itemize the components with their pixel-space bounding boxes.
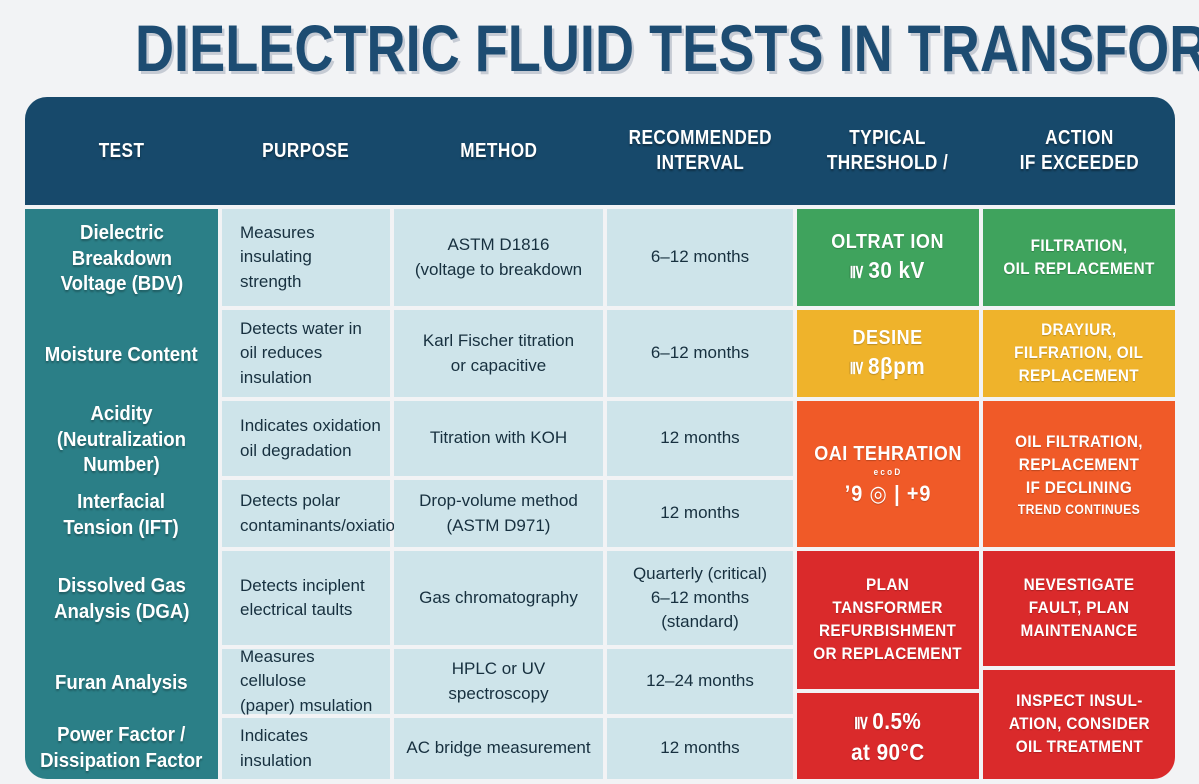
- method-cell: HPLC or UV spectroscopy: [394, 649, 603, 714]
- test-name-cell: Dissolved Gas Analysis (DGA): [53, 575, 190, 623]
- method-cell: AC bridge measurement: [394, 718, 603, 779]
- col-header-interval: RECOMMENDED INTERVAL: [628, 127, 772, 174]
- page-title-text: DIELECTRIC FLUID TESTS IN TRANSFORMERS: [134, 11, 1199, 85]
- threshold-red-group: PLAN TANSFORMER REFURBISHMENT OR REPLACE…: [797, 551, 979, 779]
- threshold-tiny-glyphs: ecoD: [873, 466, 903, 477]
- purpose-cell: Measures insulating strength: [222, 209, 390, 306]
- test-name-cell: Moisture Content: [45, 343, 198, 366]
- interval-cell: 12 months: [607, 401, 793, 476]
- action-cell-bdv: FILTRATION, OIL REPLACEMENT: [983, 209, 1175, 306]
- threshold-cell-bdv: OLTRAT ION ≧30 kV: [797, 209, 979, 306]
- method-cell: ASTM D1816 (voltage to breakdown: [394, 209, 603, 306]
- action-cell-dga: NEVESTIGATE FAULT, PLAN MAINTENANCE: [983, 551, 1175, 666]
- test-name-cell: Furan Analysis: [55, 671, 188, 694]
- action-red-group: NEVESTIGATE FAULT, PLAN MAINTENANCE INSP…: [983, 551, 1175, 779]
- interval-cell: Quarterly (critical) 6–12 months (standa…: [607, 551, 793, 645]
- method-cell: Karl Fischer titration or capacitive: [394, 310, 603, 397]
- interval-cell: 12 months: [607, 718, 793, 779]
- interval-cell: 12–24 months: [607, 649, 793, 714]
- interval-cell: 6–12 months: [607, 209, 793, 306]
- method-cell: Gas chromatography: [394, 551, 603, 645]
- threshold-cell-power-factor: ≧0.5% at 90°C: [797, 693, 979, 779]
- threshold-cell-moisture: DESINE ≧8βpm: [797, 310, 979, 397]
- col-header-test: TEST: [98, 139, 145, 162]
- test-name-column: Dielectric Breakdown Voltage (BDV) Moist…: [25, 209, 218, 779]
- gte-rotated-symbol: ≧: [848, 263, 869, 281]
- action-cell-power-factor: INSPECT INSUL- ATION, CONSIDER OIL TREAT…: [983, 670, 1175, 779]
- action-cell-acidity-ift: OIL FILTRATION, REPLACEMENT IF DECLINING…: [983, 401, 1175, 547]
- col-header-action: ACTION IF EXCEEDED: [1019, 127, 1139, 174]
- method-cell: Titration with KOH: [394, 401, 603, 476]
- interval-cell: 12 months: [607, 480, 793, 547]
- purpose-cell: Detects polar contaminants/oxiation: [222, 480, 404, 547]
- table-header-bar: TEST PURPOSE METHOD RECOMMENDED INTERVAL…: [25, 97, 1175, 205]
- threshold-glyph-line: ’9 ◎ | +9: [844, 480, 932, 506]
- purpose-cell: Indicates oxidation oil degradation: [222, 401, 390, 476]
- test-name-cell: Interfacial Tension (IFT): [63, 490, 180, 539]
- purpose-cell: Detects inciplent electrical taults: [222, 551, 390, 645]
- page-title: DIELECTRIC FLUID TESTS IN TRANSFORMERS: [0, 10, 1199, 86]
- threshold-cell-dga-furan: PLAN TANSFORMER REFURBISHMENT OR REPLACE…: [797, 551, 979, 689]
- threshold-cell-acidity-ift: OAI TEHRATION ecoD ’9 ◎ | +9: [797, 401, 979, 547]
- col-header-purpose: PURPOSE: [262, 139, 350, 162]
- col-header-method: METHOD: [459, 139, 538, 162]
- action-cell-moisture: DRAYIUR, FILFRATION, OIL REPLACEMENT: [983, 310, 1175, 397]
- test-name-cell: Acidity (Neutralization Number): [56, 403, 187, 477]
- method-cell: Drop-volume method (ASTM D971): [394, 480, 603, 547]
- test-name-cell: Dielectric Breakdown Voltage (BDV): [60, 222, 183, 296]
- test-name-cell: Power Factor / Dissipation Factor: [40, 723, 203, 772]
- purpose-cell: Detects water in oil reduces insulation: [222, 310, 390, 397]
- gte-rotated-symbol: ≧: [852, 715, 873, 732]
- purpose-cell: Indicates insulation: [222, 718, 390, 779]
- col-header-threshold: TYPICAL THRESHOLD /: [827, 127, 949, 174]
- action-small-line: TREND CONTINUES: [1017, 501, 1141, 517]
- gte-rotated-symbol: ≧: [848, 359, 869, 377]
- purpose-cell: Measures cellulose (paper) msulation: [222, 647, 390, 715]
- interval-cell: 6–12 months: [607, 310, 793, 397]
- tests-table: TEST PURPOSE METHOD RECOMMENDED INTERVAL…: [25, 97, 1175, 779]
